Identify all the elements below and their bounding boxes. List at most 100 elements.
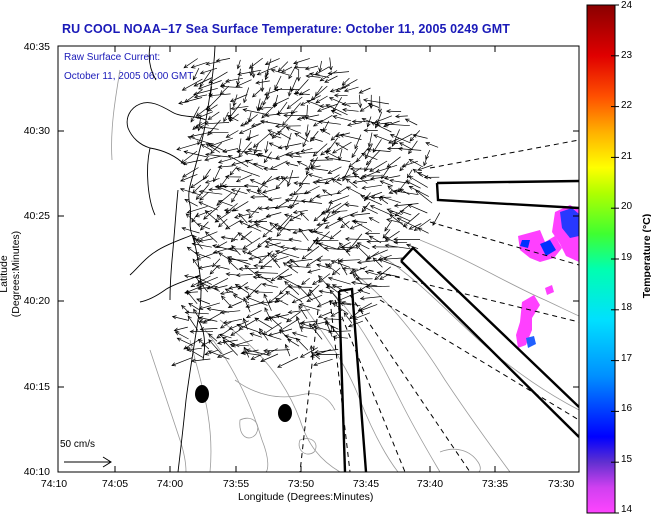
current-vector	[176, 142, 199, 150]
current-vector-head	[304, 66, 310, 71]
current-vector	[387, 208, 402, 215]
current-vector	[220, 85, 229, 95]
x-tick-label: 74:05	[101, 478, 129, 490]
current-vector	[263, 168, 278, 170]
current-vector	[233, 94, 238, 106]
current-vector	[206, 61, 219, 65]
current-vector-head	[191, 242, 197, 247]
current-vector-head	[312, 180, 318, 185]
current-vector-head	[393, 240, 399, 245]
current-vector-head	[367, 142, 372, 148]
current-vector	[194, 252, 211, 259]
current-vector-head	[222, 149, 227, 154]
current-vector-head	[282, 262, 288, 267]
current-vector-head	[393, 140, 398, 144]
current-vector	[261, 102, 278, 119]
sst-patches	[516, 205, 579, 348]
current-vector-head	[388, 211, 394, 216]
current-vector	[385, 244, 411, 250]
current-vector-head	[232, 101, 237, 107]
current-vector-head	[258, 259, 263, 264]
current-vector-head	[217, 164, 223, 169]
current-vector	[259, 106, 272, 109]
current-vector-head	[315, 352, 320, 357]
current-vector	[306, 255, 323, 267]
current-vector	[392, 129, 400, 147]
current-vector-head	[208, 93, 213, 98]
current-vector-head	[335, 133, 341, 138]
current-vector	[333, 115, 352, 122]
current-vector-head	[358, 89, 364, 94]
current-vector-head	[223, 117, 228, 123]
current-vector-head	[355, 157, 361, 163]
current-vector	[220, 321, 232, 329]
current-vector-head	[332, 115, 338, 120]
current-vector-head	[234, 283, 240, 288]
current-vector-head	[250, 123, 256, 128]
current-vector-head	[313, 362, 318, 367]
current-vector	[276, 111, 298, 115]
current-vector	[409, 159, 424, 168]
current-vector	[182, 167, 199, 178]
current-vector	[300, 347, 318, 358]
current-vector	[230, 329, 241, 336]
current-vector-head	[218, 252, 223, 257]
current-vector	[324, 247, 350, 251]
current-vector	[353, 312, 371, 320]
current-vector	[364, 192, 371, 201]
current-vector	[350, 213, 371, 216]
colorbar	[586, 4, 616, 514]
current-vector	[310, 159, 333, 161]
current-vector-head	[214, 218, 220, 223]
current-vector-head	[298, 303, 304, 308]
current-vector-head	[248, 214, 253, 219]
current-vector	[180, 188, 202, 196]
current-vector	[346, 186, 362, 196]
current-vector	[228, 301, 243, 308]
current-vector-head	[385, 109, 391, 114]
current-vector	[222, 148, 238, 153]
current-vector-head	[300, 199, 306, 204]
current-vector-head	[185, 347, 191, 351]
current-vector-head	[312, 239, 318, 244]
current-vector-head	[243, 297, 248, 302]
x-tick-label: 73:35	[481, 478, 509, 490]
current-vector-head	[384, 122, 389, 127]
current-vector	[301, 116, 321, 123]
current-vector-head	[261, 113, 266, 119]
current-vector-head	[181, 304, 186, 310]
current-vector-head	[379, 195, 385, 200]
current-vector-head	[299, 322, 304, 327]
current-vector	[237, 232, 253, 244]
current-vector	[360, 195, 382, 206]
current-vector	[259, 328, 269, 341]
current-vector-head	[184, 310, 190, 315]
current-vector-head	[192, 189, 197, 194]
current-vector	[320, 70, 338, 82]
current-vector-head	[342, 176, 347, 182]
current-vector	[338, 148, 343, 161]
current-vector-head	[261, 282, 267, 287]
current-vector-head	[275, 314, 281, 319]
current-vector	[300, 212, 309, 221]
current-vector-head	[267, 197, 273, 202]
current-vector	[208, 350, 230, 360]
axis-ticks	[57, 45, 580, 473]
current-vector	[253, 276, 272, 280]
current-vector	[342, 268, 358, 270]
current-vector	[290, 195, 299, 209]
current-vector	[182, 227, 200, 234]
current-vector-head	[198, 189, 204, 194]
current-vector	[403, 212, 420, 227]
current-vector-head	[386, 163, 392, 168]
current-vector	[284, 281, 300, 295]
current-vector	[310, 167, 329, 171]
current-vector-head	[262, 233, 267, 238]
current-vector-head	[408, 186, 414, 190]
current-vector-head	[315, 194, 321, 199]
current-vector-head	[327, 169, 333, 174]
current-vector	[205, 210, 219, 223]
current-vector-head	[194, 251, 200, 256]
current-vector	[294, 93, 310, 95]
current-vector	[359, 87, 371, 94]
